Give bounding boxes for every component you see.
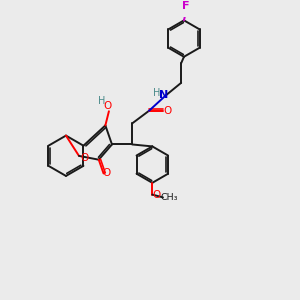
Text: F: F — [182, 1, 190, 11]
Text: H: H — [153, 88, 160, 98]
Text: O: O — [104, 101, 112, 111]
Text: O: O — [103, 169, 111, 178]
Text: N: N — [159, 90, 168, 100]
Text: CH₃: CH₃ — [160, 193, 178, 202]
Text: O: O — [80, 153, 88, 163]
Text: O: O — [164, 106, 172, 116]
Text: O: O — [152, 190, 160, 200]
Text: H: H — [98, 96, 106, 106]
